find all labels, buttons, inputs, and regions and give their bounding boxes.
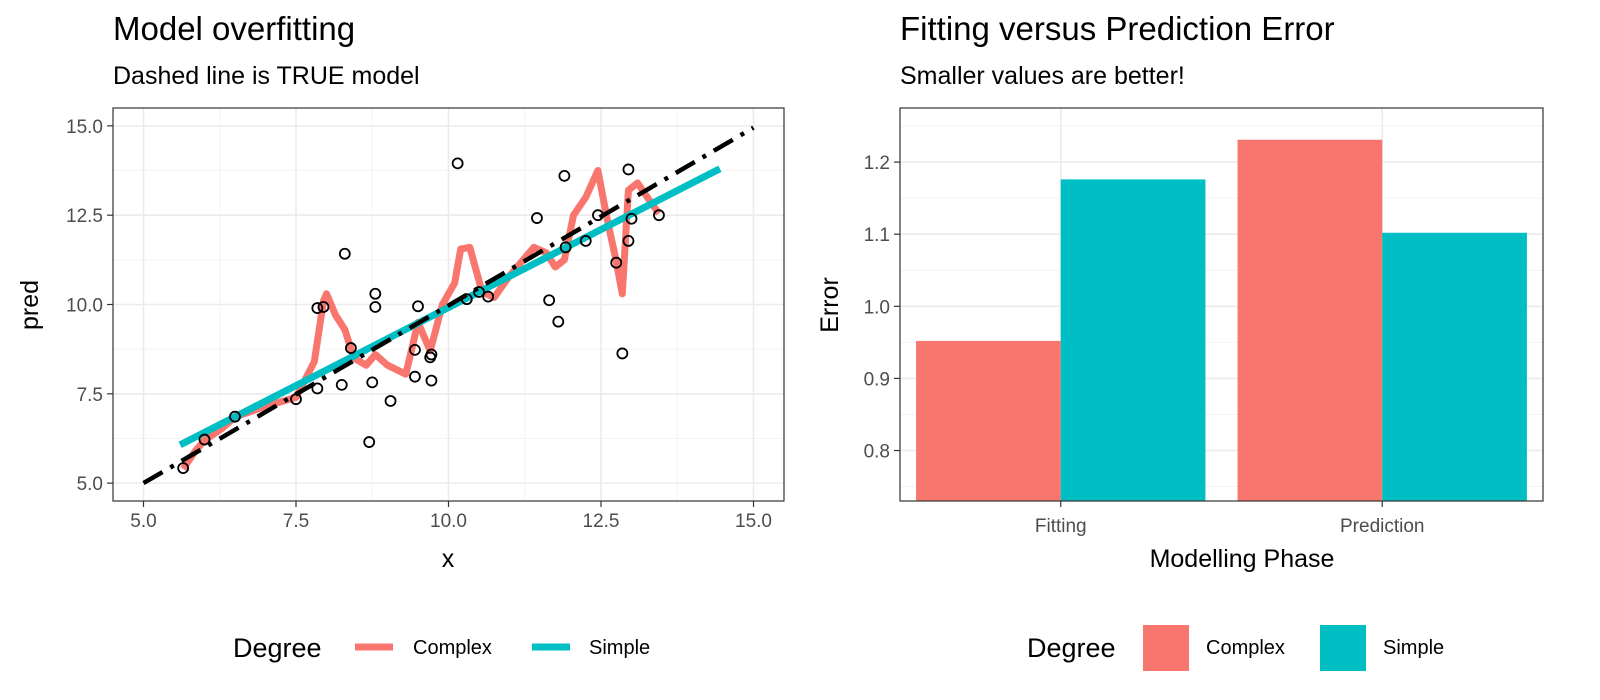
data-point <box>384 395 397 407</box>
data-point <box>366 376 379 389</box>
data-point <box>369 301 382 313</box>
overfitting-chart: Model overfitting Dashed line is TRUE mo… <box>16 10 785 663</box>
data-point <box>363 436 376 448</box>
overfitting-axis-ticks: 5.0 7.5 10.0 12.5 15.0 5.0 7.5 10.0 12.5 15.0 <box>66 117 772 532</box>
data-point <box>622 163 635 176</box>
y-tick-label: 10.0 <box>66 296 103 317</box>
x-tick-label: 12.5 <box>583 511 620 532</box>
error-x-axis-label: Modelling Phase <box>1150 545 1335 573</box>
data-point <box>409 370 421 383</box>
bar-complex-fitting <box>916 340 1061 501</box>
x-tick-label: 15.0 <box>735 511 772 532</box>
x-tick-label: Prediction <box>1340 516 1425 537</box>
data-point <box>653 209 665 222</box>
overfitting-panel-border <box>112 107 785 502</box>
data-point <box>543 294 556 307</box>
y-tick-label: 12.5 <box>66 206 103 227</box>
overfitting-x-axis-label: x <box>442 545 455 573</box>
y-tick-label: 1.1 <box>864 225 890 246</box>
overfitting-legend-complex-label: Complex <box>413 637 492 659</box>
data-point <box>559 241 572 254</box>
data-point <box>409 343 421 356</box>
data-point <box>610 256 623 269</box>
overfitting-chart-subtitle: Dashed line is TRUE model <box>113 62 420 90</box>
y-tick-label: 5.0 <box>77 474 103 495</box>
bar-complex-prediction <box>1237 139 1383 501</box>
data-point <box>311 302 324 314</box>
data-point <box>317 301 330 313</box>
data-point <box>558 169 571 182</box>
data-point <box>531 212 543 224</box>
data-point <box>311 382 324 395</box>
x-tick-label: 10.0 <box>430 511 467 532</box>
data-point <box>579 235 592 247</box>
error-bar-chart: Fitting versus Prediction Error Smaller … <box>816 10 1544 671</box>
overfitting-legend: Degree Complex Simple <box>233 633 650 663</box>
legend-key-complex-box <box>1143 625 1189 671</box>
data-point <box>460 293 473 306</box>
overfitting-legend-title: Degree <box>233 633 322 663</box>
data-point <box>482 290 495 303</box>
true-model-dashed-line <box>142 125 755 486</box>
data-point <box>552 315 565 328</box>
error-chart-title: Fitting versus Prediction Error <box>900 10 1335 47</box>
y-tick-label: 1.0 <box>864 297 890 318</box>
x-tick-label: 5.0 <box>130 511 156 532</box>
data-point <box>229 410 241 423</box>
error-y-axis-label: Error <box>816 277 844 333</box>
data-point <box>344 342 357 354</box>
y-tick-label: 7.5 <box>77 385 103 406</box>
error-axis-ticks: 0.8 0.9 1.0 1.1 1.2 Fitting Prediction <box>864 153 1425 537</box>
y-tick-label: 15.0 <box>66 117 103 138</box>
error-chart-subtitle: Smaller values are better! <box>900 62 1185 90</box>
data-point <box>412 300 424 313</box>
error-legend-complex-label: Complex <box>1206 637 1285 659</box>
error-legend-title: Degree <box>1027 633 1116 663</box>
data-point <box>625 212 638 225</box>
overfitting-y-axis-label: pred <box>16 280 44 330</box>
x-tick-label: Fitting <box>1035 516 1087 537</box>
data-point <box>616 347 629 360</box>
data-point <box>177 462 190 475</box>
error-panel-border <box>899 107 1544 502</box>
data-point <box>335 378 348 391</box>
y-tick-label: 0.9 <box>864 369 890 390</box>
data-point <box>369 287 382 300</box>
data-point <box>425 348 438 361</box>
bar-simple-fitting <box>1060 179 1206 502</box>
overfitting-legend-simple-label: Simple <box>589 637 650 659</box>
error-bars <box>916 139 1527 502</box>
data-point <box>338 247 351 260</box>
data-point <box>451 157 464 170</box>
y-tick-label: 0.8 <box>864 442 890 463</box>
data-point <box>592 209 604 222</box>
data-point <box>425 374 438 387</box>
legend-key-simple-box <box>1320 625 1366 671</box>
y-tick-label: 1.2 <box>864 153 890 174</box>
error-legend: Degree Complex Simple <box>1027 625 1444 671</box>
overfitting-plot-marks <box>142 125 755 486</box>
x-tick-label: 7.5 <box>283 511 309 532</box>
series-complex-line <box>180 167 662 471</box>
data-point <box>473 286 485 298</box>
error-legend-simple-label: Simple <box>1383 637 1444 659</box>
bar-simple-prediction <box>1382 232 1527 501</box>
data-point <box>622 235 635 247</box>
data-point <box>198 433 211 446</box>
overfitting-chart-title: Model overfitting <box>113 10 355 47</box>
data-point <box>290 393 302 406</box>
